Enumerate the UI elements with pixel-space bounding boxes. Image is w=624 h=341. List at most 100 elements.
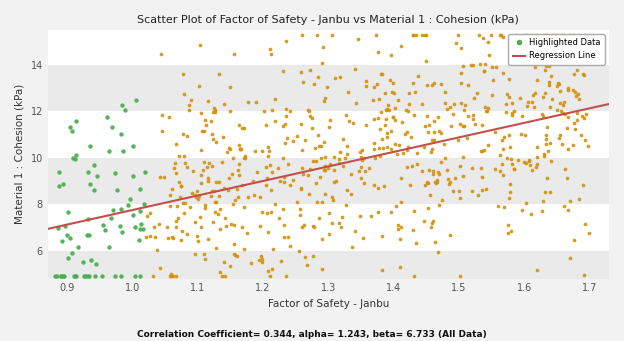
- Point: [428, 171, 438, 177]
- Point: [199, 251, 209, 256]
- Point: [454, 188, 464, 194]
- Point: [162, 224, 172, 229]
- Point: [228, 155, 238, 161]
- Point: [196, 110, 206, 116]
- Point: [215, 269, 225, 275]
- Point: [361, 78, 371, 84]
- Point: [238, 205, 248, 210]
- Point: [130, 97, 140, 103]
- Point: [115, 132, 125, 137]
- Point: [102, 115, 112, 120]
- Point: [342, 143, 352, 148]
- Point: [202, 122, 212, 127]
- Point: [229, 51, 239, 57]
- Point: [263, 153, 273, 158]
- Point: [217, 159, 227, 164]
- Point: [526, 211, 536, 217]
- Point: [265, 273, 275, 279]
- Point: [464, 82, 474, 87]
- Point: [468, 113, 478, 118]
- Point: [185, 205, 195, 210]
- Point: [397, 120, 407, 125]
- Point: [57, 273, 67, 279]
- Point: [178, 131, 188, 137]
- Point: [381, 107, 391, 112]
- Point: [262, 175, 272, 180]
- Point: [429, 129, 439, 134]
- Point: [545, 158, 555, 164]
- Point: [340, 155, 350, 161]
- Point: [65, 124, 75, 130]
- Point: [477, 174, 487, 180]
- Point: [380, 90, 390, 96]
- Point: [487, 92, 497, 98]
- Point: [548, 32, 558, 37]
- Point: [240, 156, 250, 161]
- Point: [520, 160, 530, 165]
- Point: [555, 81, 565, 87]
- Point: [204, 160, 214, 165]
- Point: [267, 267, 277, 272]
- Point: [540, 32, 550, 37]
- Point: [419, 145, 429, 150]
- Point: [430, 179, 440, 185]
- Point: [517, 113, 527, 119]
- Point: [515, 58, 525, 64]
- Point: [320, 192, 330, 197]
- Point: [529, 104, 539, 109]
- Point: [360, 168, 370, 173]
- Point: [293, 199, 303, 204]
- Point: [311, 159, 321, 164]
- Point: [280, 222, 290, 227]
- Point: [552, 84, 562, 89]
- Point: [270, 201, 280, 206]
- Point: [562, 176, 572, 181]
- Point: [266, 187, 276, 193]
- Point: [509, 166, 519, 172]
- Point: [281, 273, 291, 279]
- Point: [116, 207, 126, 212]
- Point: [288, 177, 298, 183]
- Point: [455, 195, 465, 201]
- Point: [376, 109, 386, 114]
- Point: [298, 171, 308, 176]
- Point: [421, 58, 431, 64]
- Point: [432, 178, 442, 183]
- Point: [380, 122, 390, 128]
- Point: [527, 167, 537, 173]
- Point: [388, 114, 397, 119]
- Point: [54, 169, 64, 175]
- Point: [374, 209, 384, 214]
- Point: [316, 155, 326, 160]
- Point: [427, 220, 437, 226]
- Point: [583, 143, 593, 149]
- Point: [417, 32, 427, 37]
- Point: [199, 129, 209, 134]
- Point: [281, 39, 291, 44]
- Point: [429, 137, 439, 143]
- Text: Correlation Coefficient= 0.344, alpha= 1.243, beta= 6.733 (All Data): Correlation Coefficient= 0.344, alpha= 1…: [137, 330, 487, 339]
- Point: [224, 145, 234, 150]
- Point: [214, 71, 224, 76]
- Point: [196, 224, 206, 229]
- Point: [484, 53, 494, 58]
- Point: [444, 181, 454, 186]
- Point: [298, 79, 308, 85]
- Point: [217, 273, 227, 279]
- Point: [573, 97, 583, 102]
- Point: [195, 43, 205, 48]
- Point: [505, 144, 515, 150]
- Point: [427, 146, 437, 151]
- Point: [175, 154, 185, 159]
- Point: [221, 223, 231, 228]
- Point: [426, 224, 436, 229]
- Point: [196, 172, 206, 177]
- Point: [408, 80, 418, 86]
- Point: [65, 235, 75, 241]
- Point: [107, 124, 117, 130]
- Point: [378, 145, 388, 151]
- Point: [411, 90, 421, 95]
- Point: [172, 142, 182, 147]
- Point: [319, 140, 329, 145]
- Point: [240, 125, 250, 131]
